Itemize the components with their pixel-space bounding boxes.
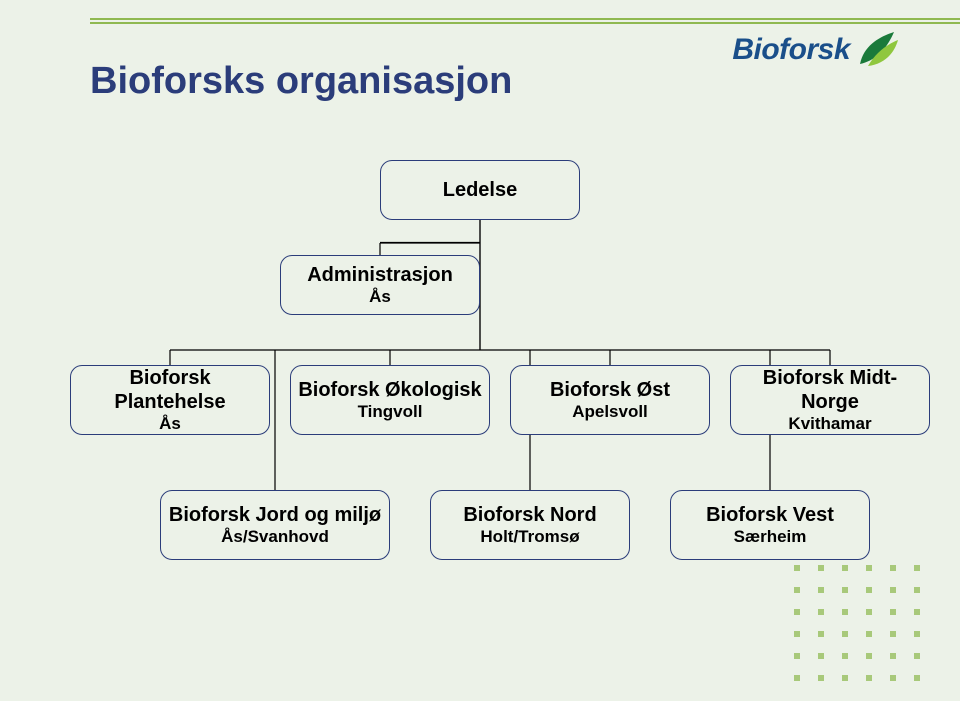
node-label: Bioforsk Plantehelse [75,366,265,414]
node-plantehelse: Bioforsk Plantehelse Ås [70,365,270,435]
node-label: Administrasjon [307,263,453,287]
node-label: Bioforsk Økologisk [298,378,481,402]
node-jord-miljo: Bioforsk Jord og miljø Ås/Svanhovd [160,490,390,560]
node-midt-norge: Bioforsk Midt-Norge Kvithamar [730,365,930,435]
slide: Bioforsk Bioforsks organisasjon Ledelse … [0,0,960,701]
node-sublabel: Særheim [734,527,807,547]
node-sublabel: Ås [369,287,391,307]
node-ledelse: Ledelse [380,160,580,220]
node-nord: Bioforsk Nord Holt/Tromsø [430,490,630,560]
node-label: Bioforsk Jord og miljø [169,503,381,527]
node-label: Bioforsk Vest [706,503,834,527]
node-sublabel: Kvithamar [788,414,871,434]
node-sublabel: Ås [159,414,181,434]
decorative-dots [794,549,920,681]
node-ost: Bioforsk Øst Apelsvoll [510,365,710,435]
node-sublabel: Holt/Tromsø [480,527,579,547]
node-okologisk: Bioforsk Økologisk Tingvoll [290,365,490,435]
node-sublabel: Tingvoll [358,402,423,422]
node-label: Bioforsk Midt-Norge [735,366,925,414]
node-label: Bioforsk Nord [463,503,596,527]
node-admin: Administrasjon Ås [280,255,480,315]
node-sublabel: Ås/Svanhovd [221,527,329,547]
node-sublabel: Apelsvoll [572,402,648,422]
node-label: Bioforsk Øst [550,378,670,402]
node-label: Ledelse [443,178,517,202]
